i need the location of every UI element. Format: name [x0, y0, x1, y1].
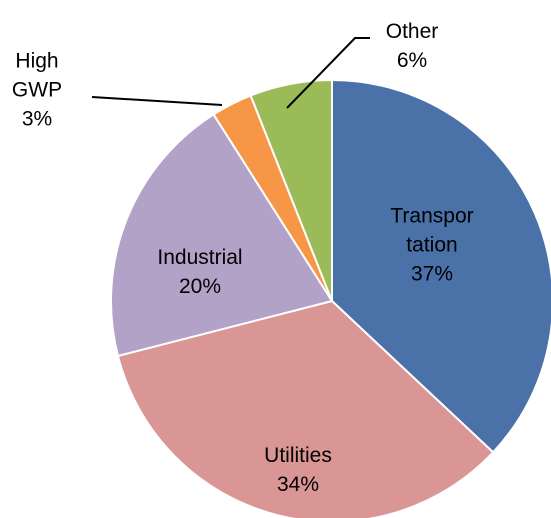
- pie-slice: [331, 78, 551, 454]
- category-label: Utilities: [264, 444, 332, 467]
- pie-slice: [110, 113, 334, 358]
- category-label: Transpor tation: [390, 204, 474, 257]
- category-label: Other: [385, 20, 439, 43]
- slice-label: Utilities 34%: [264, 441, 332, 499]
- leader-line: [91, 96, 223, 106]
- slice-label: Industrial 20%: [157, 243, 242, 301]
- category-label: Industrial: [157, 246, 243, 269]
- value-label: 3%: [21, 107, 53, 131]
- slice-label: Other 6%: [386, 17, 439, 75]
- leader-line: [286, 37, 370, 109]
- value-label: 34%: [276, 473, 320, 496]
- pie-slice: [249, 78, 333, 302]
- value-label: 20%: [178, 275, 222, 298]
- slice-label: Transpor tation 37%: [390, 202, 473, 289]
- value-label: 37%: [410, 262, 454, 286]
- slices: [110, 78, 551, 518]
- category-label: High GWP: [11, 49, 63, 102]
- slice-label: High GWP 3%: [12, 47, 62, 134]
- pie-slice: [116, 299, 495, 518]
- value-label: 6%: [396, 49, 428, 72]
